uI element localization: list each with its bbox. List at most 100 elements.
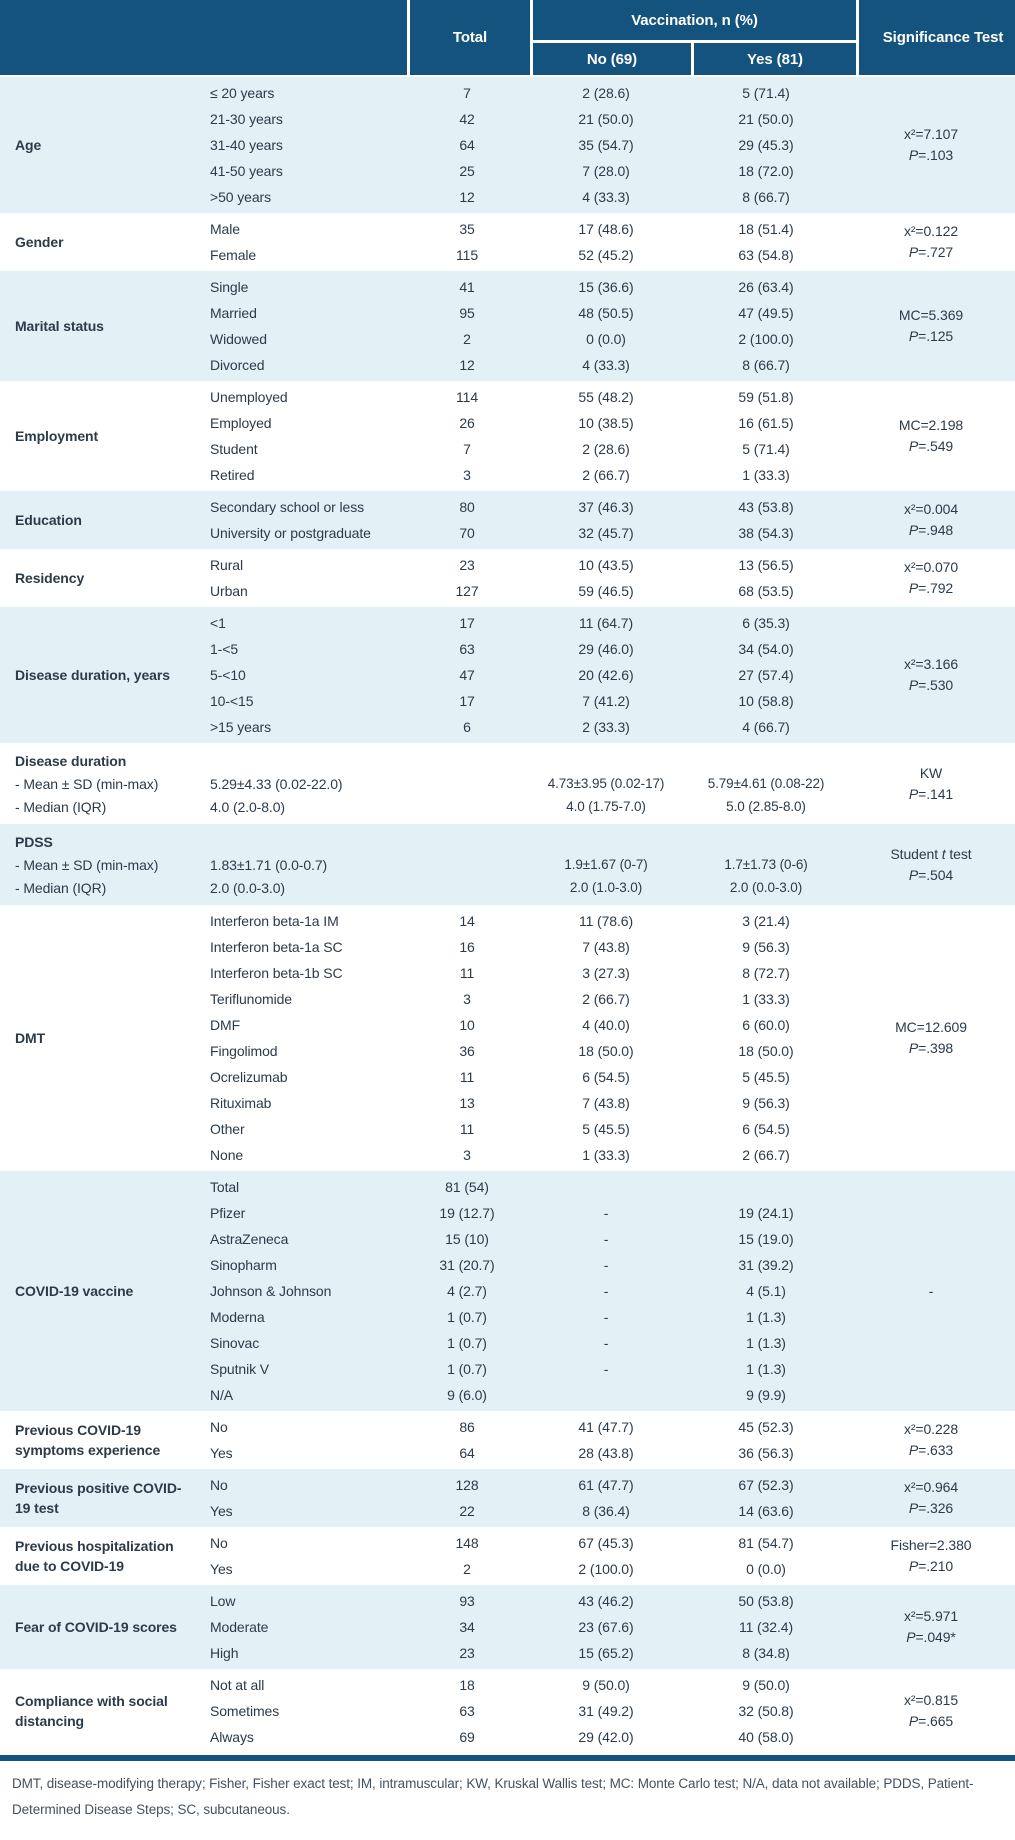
cell-total: 17 [459,615,475,631]
sig-line: Student t test [890,845,972,862]
cell-total: 70 [459,525,475,541]
cell-total: 3 [463,991,471,1007]
sig-line: P=.792 [908,580,954,596]
row-sub-label: 41-50 years [210,163,283,179]
sig-line: MC=2.198 [898,417,964,433]
cell-no: 43 (46.2) [578,1593,634,1609]
row-sub-label: No [210,1477,228,1493]
sig-line: P=.948 [908,522,954,538]
cell-no: 4.73±3.95 (0.02-17) [547,776,665,791]
table-row: Retired 3 2 (66.7) 1 (33.3) [200,462,847,488]
table-row: Divorced 12 4 (33.3) 8 (66.7) [200,352,847,378]
cell-yes: 4 (66.7) [742,719,790,735]
table-row: Low 93 43 (46.2) 50 (53.8) [200,1588,847,1614]
row-sub-label: Urban [210,583,248,599]
cell-no: 32 (45.7) [578,525,634,541]
sig-cell: x²=0.228 P=.633 [847,1414,1015,1466]
row-sub-label: >50 years [210,189,271,205]
sig-line: P=.530 [908,677,954,693]
sig-cell: x²=0.004 P=.948 [847,494,1015,546]
sig-cell: Student t test P=.504 [847,844,1015,886]
section-previous-covid-19-symptoms-experience: Previous COVID-19 symptoms experience No 8… [0,1411,1015,1469]
cell-total: 36 [459,1043,475,1059]
cell-yes: 6 (54.5) [742,1121,790,1137]
section-residency: Residency Rural 23 10 (43.5) 13 (56.5) Urban 1… [0,549,1015,607]
cell-total: 18 [459,1677,475,1693]
sig-line: P=.549 [908,438,954,454]
table-row: >50 years 12 4 (33.3) 8 (66.7) [200,184,847,210]
row-sub-label: N/A [210,1387,234,1403]
cell-total: 64 [459,1445,475,1461]
cell-no: 15 (36.6) [578,279,634,295]
table-row: Student 7 2 (28.6) 5 (71.4) [200,436,847,462]
cell-total: 15 (10) [445,1231,489,1247]
cell-no: 52 (45.2) [578,247,634,263]
cell-yes: 67 (52.3) [738,1477,794,1493]
sig-cell: MC=5.369 P=.125 [847,274,1015,378]
row-sub-label: Retired [210,467,255,483]
sig-line: P=.125 [908,328,954,344]
cell-no: - [603,1309,609,1325]
header-yes: Yes (81) [694,43,856,75]
section-age: Age ≤ 20 years 7 2 (28.6) 5 (71.4) 21-30 year… [0,77,1015,213]
cell-yes: 5 (71.4) [742,441,790,457]
cell-yes: 31 (39.2) [738,1257,794,1273]
cell-total: 11 [459,1069,475,1085]
row-sub-label: Rural [210,557,243,573]
cell-yes: 34 (54.0) [738,641,794,657]
category-label: Employment [15,427,99,444]
sig-line: x²=0.004 [903,501,959,517]
cell-total: 3 [463,1147,471,1163]
cell-yes: 1 (1.3) [746,1309,786,1325]
row-sub-label: 21-30 years [210,111,283,127]
row-sub-label: Moderate [210,1619,269,1635]
section-rows: <1 17 11 (64.7) 6 (35.3) 1-<5 63 29 (46.0) 34 (… [200,610,847,740]
block-line-value: 1.83±1.71 (0.0-0.7) [210,856,328,873]
category-label: DMT [15,1029,46,1046]
row-sub-label: University or postgraduate [210,525,371,541]
sig-cell: - [847,1174,1015,1408]
cell-total: 23 [459,557,475,573]
sig-cell: x²=0.815 P=.665 [847,1672,1015,1750]
table-row: Ocrelizumab 11 6 (54.5) 5 (45.5) [200,1064,847,1090]
cell-yes: 14 (63.6) [738,1503,794,1519]
block-line-value: 2.0 (0.0-3.0) [210,879,285,896]
section-compliance-with-social-distancing: Compliance with social distancing Not at … [0,1669,1015,1753]
row-sub-label: Employed [210,415,272,431]
section-fear-of-covid-19-scores: Fear of COVID-19 scores Low 93 43 (46.2) 50 … [0,1585,1015,1669]
table-row: No 148 67 (45.3) 81 (54.7) [200,1530,847,1556]
table-row: Interferon beta-1b SC 11 3 (27.3) 8 (72.7) [200,960,847,986]
section-rows: Single 41 15 (36.6) 26 (63.4) Married 95 48 (5… [200,274,847,378]
cell-yes: 38 (54.3) [738,525,794,541]
block-grid: PDSS - Mean ± SD (min-max) 1.83±1.71 (0.0-… [0,830,1015,899]
cell-yes: 5 (71.4) [742,85,790,101]
section-pdss: PDSS - Mean ± SD (min-max) 1.83±1.71 (0.0-… [0,824,1015,905]
table-row: <1 17 11 (64.7) 6 (35.3) [200,610,847,636]
row-sub-label: Pfizer [210,1205,246,1221]
cell-total: 114 [455,389,479,405]
cell-total: 93 [459,1593,475,1609]
sig-line: P=.398 [908,1040,954,1056]
table-row: 10-<15 17 7 (41.2) 10 (58.8) [200,688,847,714]
cell-total: 1 (0.7) [447,1361,487,1377]
row-sub-label: No [210,1419,228,1435]
sig-line: P=.633 [908,1442,954,1458]
cell-no: 2 (100.0) [578,1561,634,1577]
category-label: Gender [15,233,64,250]
table-row: Urban 127 59 (46.5) 68 (53.5) [200,578,847,604]
cell-no: 8 (36.4) [582,1503,630,1519]
sig-line: x²=3.166 [903,656,959,672]
cell-no: 28 (43.8) [578,1445,634,1461]
table-row: Fingolimod 36 18 (50.0) 18 (50.0) [200,1038,847,1064]
table-row: No 86 41 (47.7) 45 (52.3) [200,1414,847,1440]
row-sub-label: Rituximab [210,1095,272,1111]
row-sub-label: Teriflunomide [210,991,292,1007]
cell-yes: 50 (53.8) [738,1593,794,1609]
cell-total: 80 [459,499,475,515]
cell-total: 42 [459,111,475,127]
cell-yes: 59 (51.8) [738,389,794,405]
row-sub-label: 5-<10 [210,667,246,683]
table-row: Rituximab 13 7 (43.8) 9 (56.3) [200,1090,847,1116]
sig-line: x²=5.971 [903,1608,959,1624]
